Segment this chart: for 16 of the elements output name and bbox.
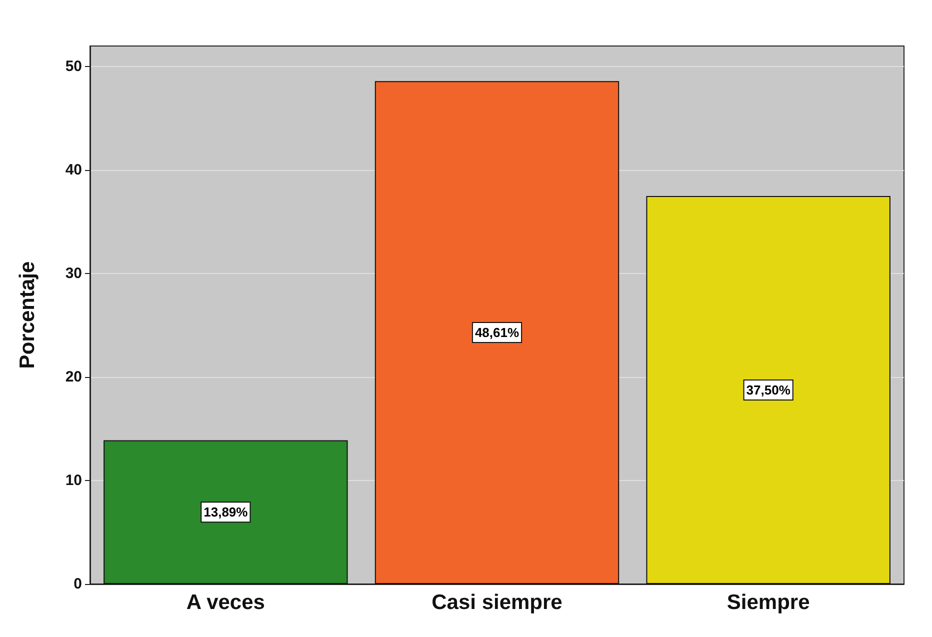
- data-label: 37,50%: [746, 382, 791, 398]
- y-tick-label: 30: [65, 265, 82, 282]
- bar: [374, 81, 620, 584]
- y-axis-title: Porcentaje: [16, 261, 39, 369]
- y-tick-label: 40: [65, 162, 82, 179]
- data-label: 13,89%: [204, 504, 248, 520]
- data-label: 48,61%: [474, 325, 520, 340]
- x-tick-label: Siempre: [726, 591, 810, 614]
- y-tick-label: 50: [65, 58, 82, 76]
- x-tick-label: A veces: [186, 591, 265, 614]
- y-tick-label: 10: [65, 472, 82, 490]
- y-tick-label: 20: [65, 368, 82, 386]
- x-tick-label: Casi siempre: [432, 591, 562, 614]
- bar: [646, 196, 890, 584]
- y-tick-label: 0: [74, 576, 82, 592]
- bar: [104, 440, 348, 584]
